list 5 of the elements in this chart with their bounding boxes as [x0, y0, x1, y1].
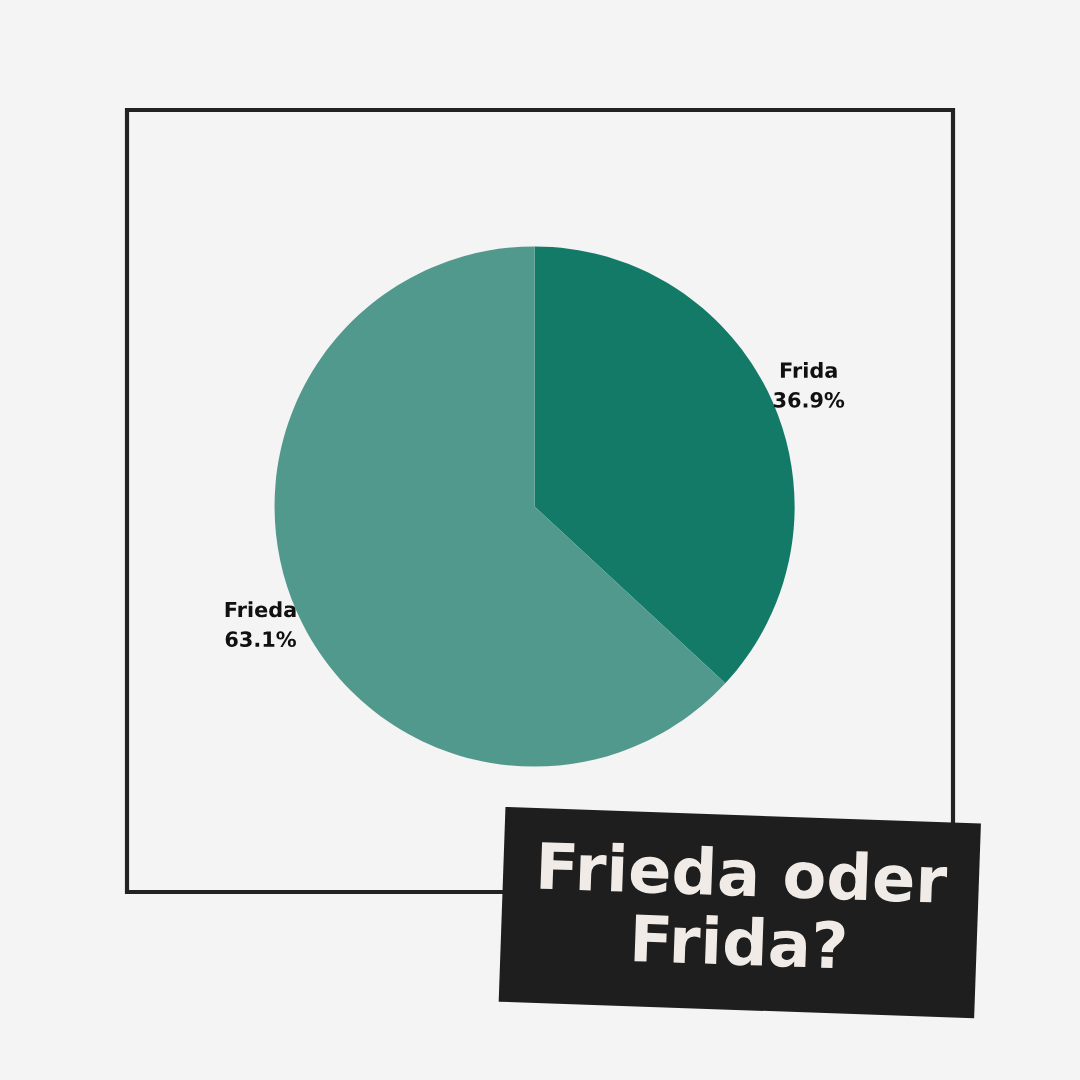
slice-label: Frida	[780, 361, 837, 379]
data-label: 36.9%	[773, 392, 845, 408]
slice-label: Frieda	[225, 601, 296, 618]
data-label: 63.1%	[225, 631, 296, 648]
text: Frieda oder Frida?	[540, 840, 948, 970]
